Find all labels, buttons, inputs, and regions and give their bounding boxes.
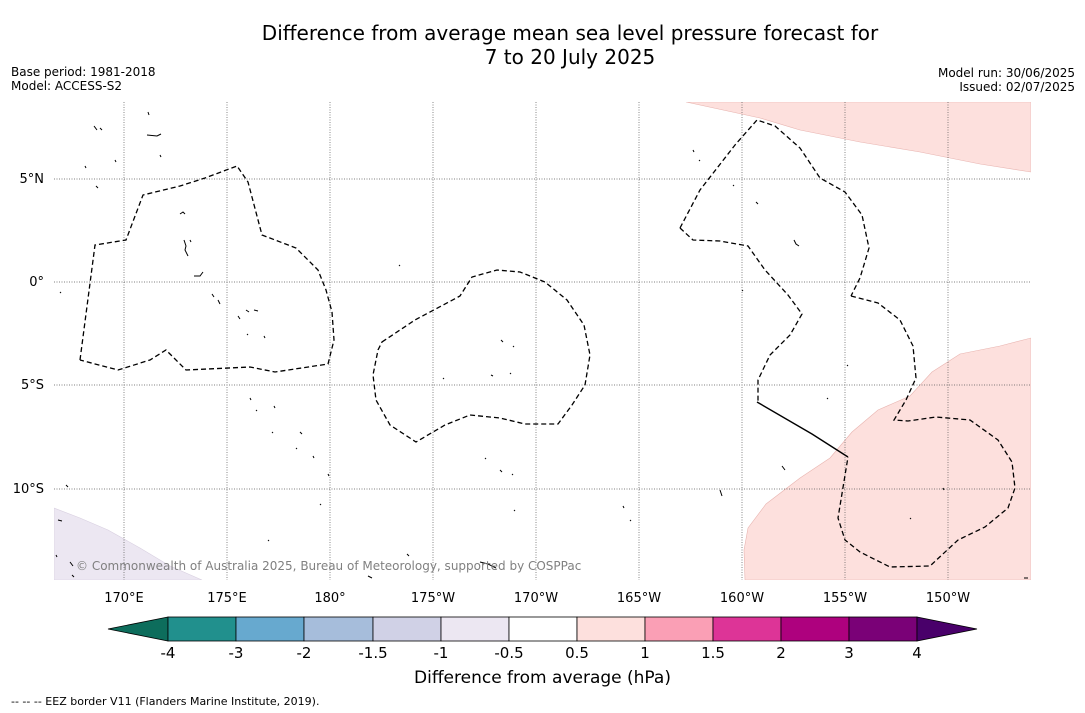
eez-phoenix-islands (372, 269, 591, 443)
colorbar-tick-label: 2 (776, 644, 786, 662)
anomaly-region-northeast (685, 102, 1031, 173)
colorbar-tick-label: 1 (640, 644, 650, 662)
lat-label: 5°S (21, 378, 44, 393)
model-name: Model: ACCESS-S2 (11, 79, 123, 93)
anomaly-region-southwest (54, 507, 203, 580)
colorbar-tick-label: -1 (434, 644, 449, 662)
title-line-2: 7 to 20 July 2025 (484, 45, 656, 69)
lon-label: 170°E (104, 591, 144, 606)
title-line-1: Difference from average mean sea level p… (261, 21, 879, 45)
colorbar-tick-label: -3 (229, 644, 244, 662)
colorbar-swatch (235, 616, 305, 642)
colorbar-tick-label: -1.5 (358, 644, 387, 662)
colorbar-swatch (780, 616, 850, 642)
longitude-labels: 170°E 175°E 180° 175°W 170°W 165°W 160°W… (104, 591, 970, 606)
lon-label: 180° (314, 591, 345, 606)
colorbar-low-extension (107, 616, 169, 642)
colorbar-high-extension (916, 616, 978, 642)
lon-label: 175°E (207, 591, 247, 606)
model-run: Model run: 30/06/2025 (937, 66, 1075, 80)
colorbar-swatch (372, 616, 442, 642)
colorbar (107, 616, 978, 642)
colorbar-tick-label: -4 (161, 644, 176, 662)
colorbar-tick-label: 4 (912, 644, 922, 662)
colorbar-tick-labels: -4 -3 -2 -1.5 -1 -0.5 0.5 1 1.5 2 3 4 (161, 644, 922, 662)
meta-left: Base period: 1981-2018 Model: ACCESS-S2 (11, 65, 156, 93)
eez-kiribati-gilbert (79, 165, 335, 373)
colorbar-swatch (167, 616, 237, 642)
lat-label: 10°S (13, 482, 44, 497)
colorbar-tick-label: 1.5 (701, 644, 725, 662)
colorbar-title: Difference from average (hPa) (414, 668, 671, 688)
eez-line-islands-mid (679, 227, 803, 402)
colorbar-tick-label: -2 (297, 644, 312, 662)
colorbar-tick-label: -0.5 (494, 644, 523, 662)
eez-line-islands-south (837, 295, 1016, 568)
colorbar-tick-label: 3 (844, 644, 854, 662)
lon-label: 155°W (823, 591, 867, 606)
gridlines (54, 102, 1031, 580)
lon-label: 165°W (617, 591, 661, 606)
lat-label: 5°N (20, 172, 45, 187)
colorbar-swatch (508, 616, 578, 642)
lon-label: 160°W (720, 591, 764, 606)
map-area: © Commonwealth of Australia 2025, Bureau… (54, 102, 1031, 580)
issued-date: Issued: 02/07/2025 (959, 80, 1075, 94)
colorbar-swatch (576, 616, 646, 642)
map-title: Difference from average mean sea level p… (0, 21, 1085, 69)
colorbar-swatch (848, 616, 918, 642)
lon-label: 150°W (926, 591, 970, 606)
colorbar-swatch (440, 616, 510, 642)
colorbar-swatch (712, 616, 782, 642)
base-period: Base period: 1981-2018 (11, 65, 156, 79)
eez-line-islands-north (679, 119, 870, 297)
anomaly-region-southeast (743, 337, 1031, 580)
meta-right: Model run: 30/06/2025 Issued: 02/07/2025 (938, 66, 1075, 94)
colorbar-tick-label: 0.5 (565, 644, 589, 662)
lon-label: 175°W (411, 591, 455, 606)
copyright-notice: © Commonwealth of Australia 2025, Bureau… (76, 559, 581, 573)
lat-label: 0° (29, 275, 44, 290)
lon-label: 170°W (514, 591, 558, 606)
eez-footnote: -- -- -- EEZ border V11 (Flanders Marine… (11, 695, 320, 708)
colorbar-swatch (303, 616, 374, 642)
eez-border-solid (756, 401, 849, 458)
latitude-labels: 5°N 0° 5°S 10°S (13, 172, 44, 497)
islands (55, 111, 1028, 579)
eez-borders (79, 119, 1016, 568)
colorbar-swatch (644, 616, 714, 642)
